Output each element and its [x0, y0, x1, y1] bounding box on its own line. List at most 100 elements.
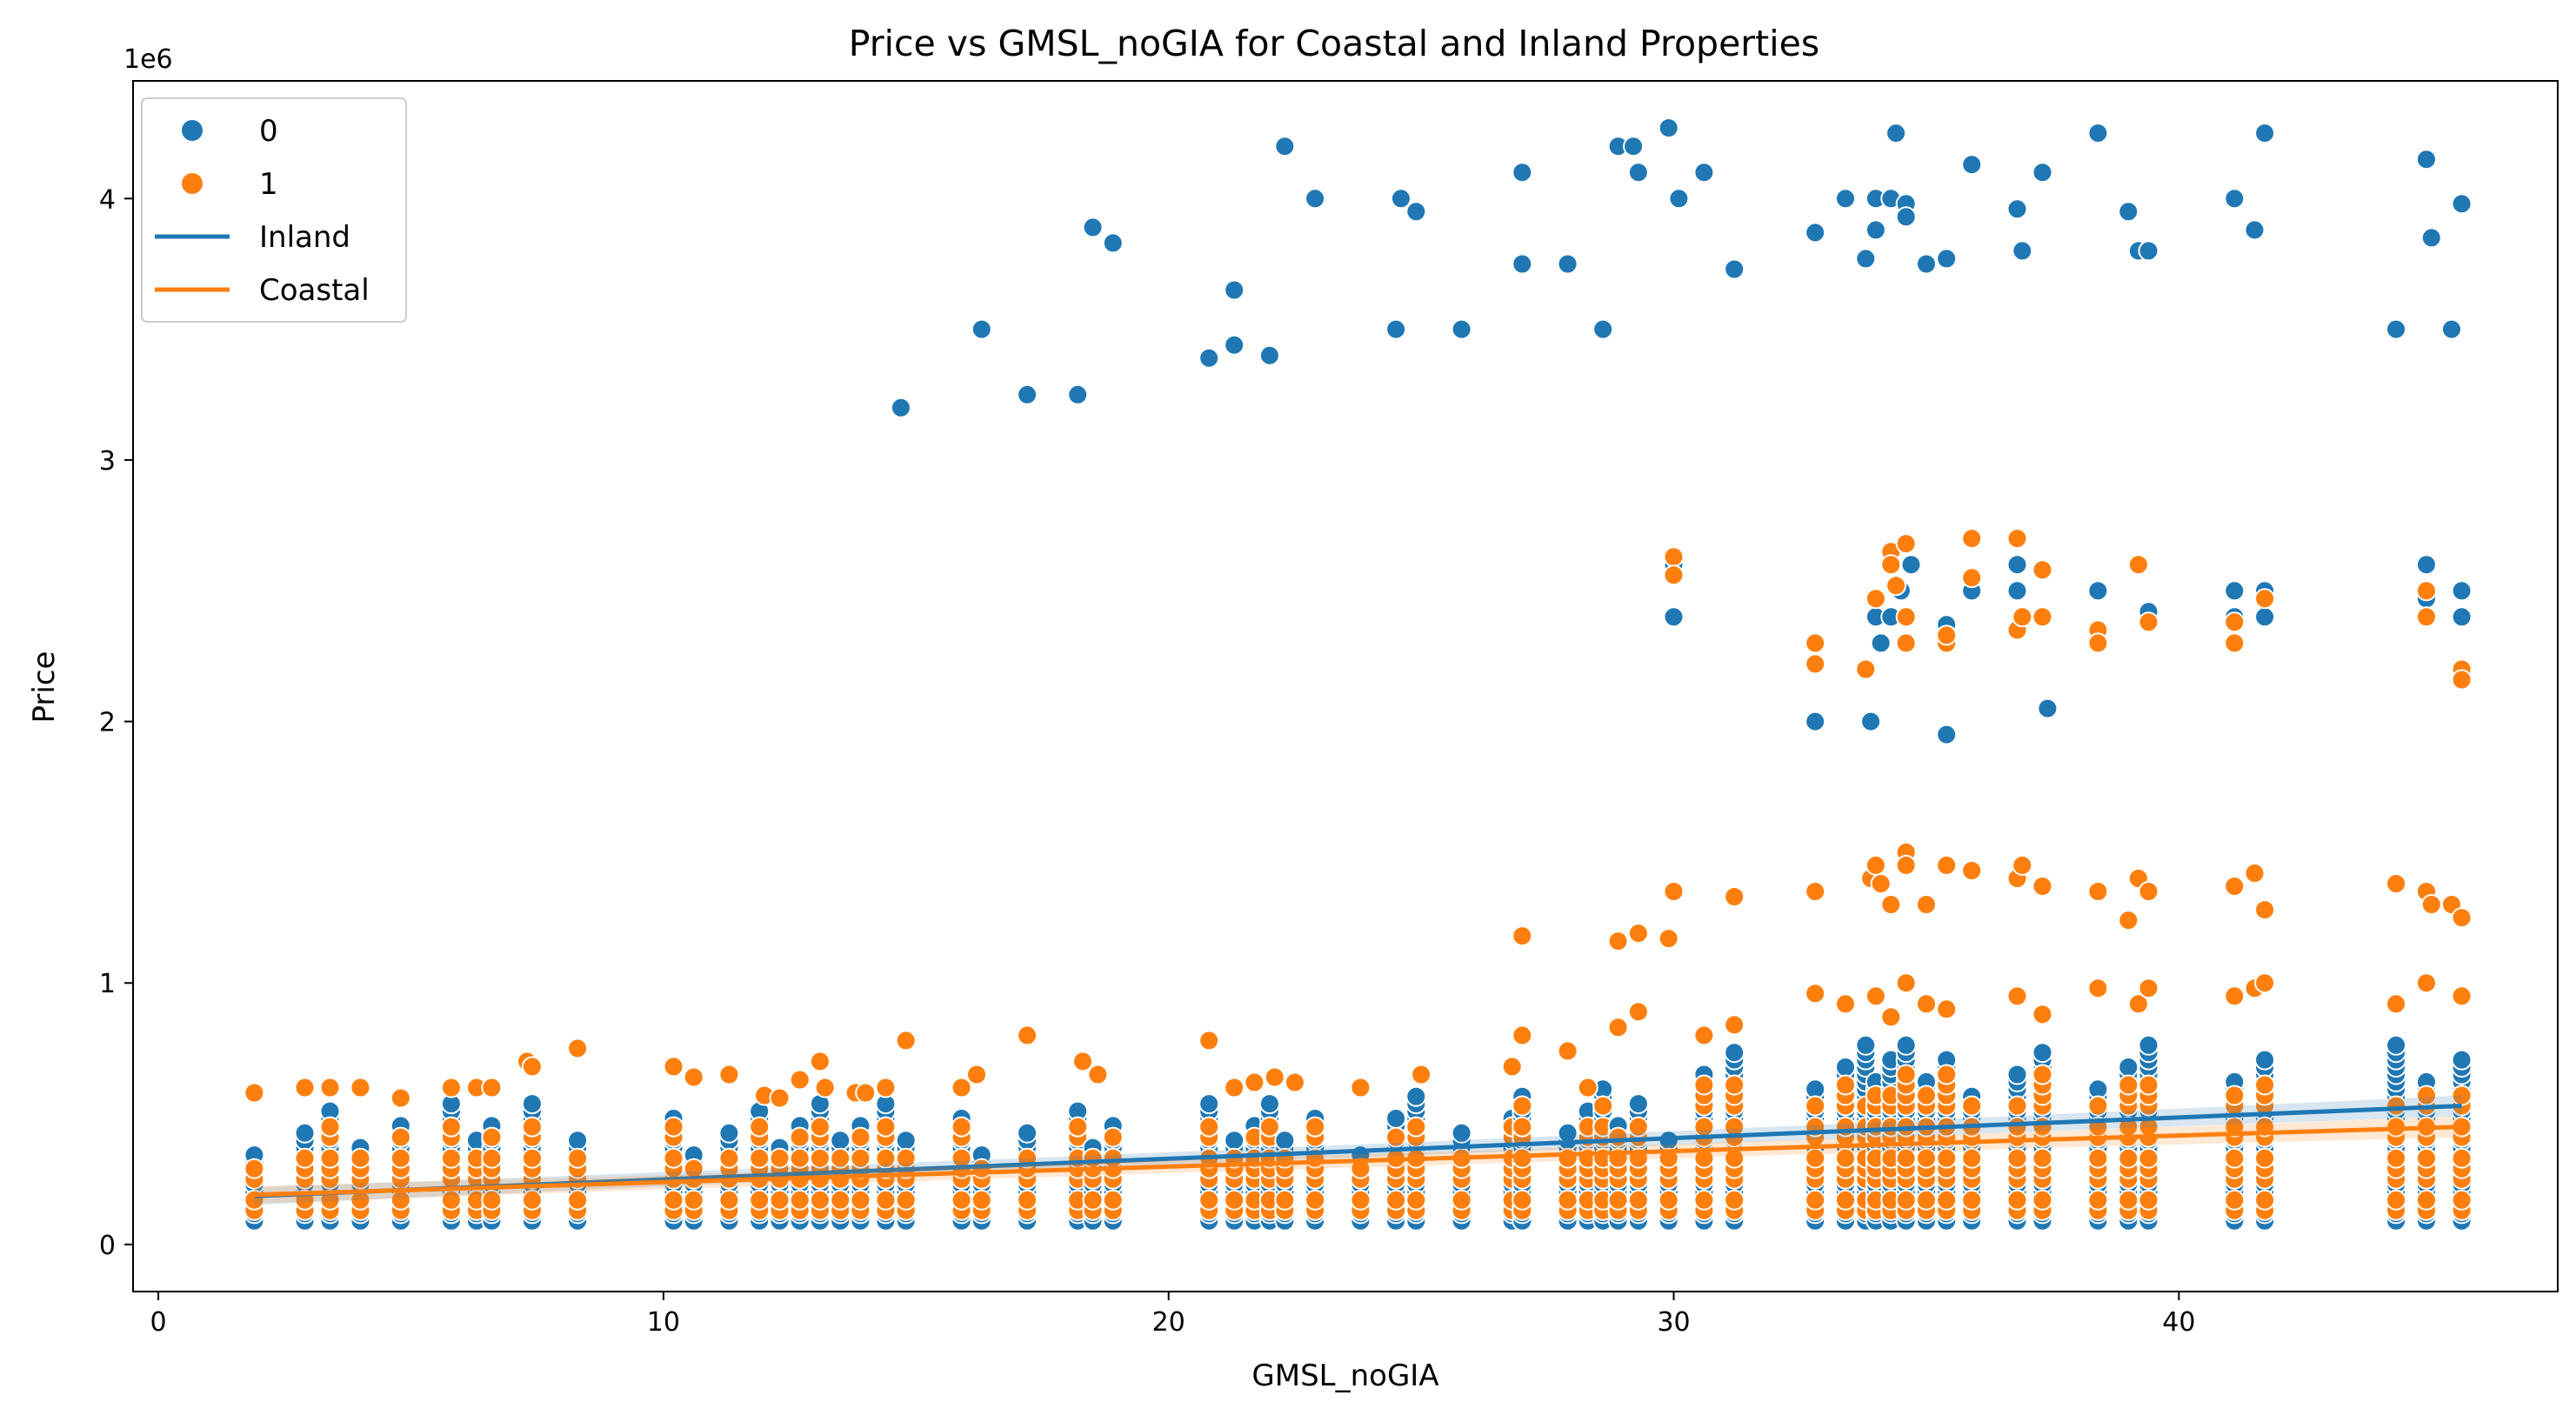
point-inland [1274, 1130, 1296, 1152]
point-coastal [2386, 873, 2407, 894]
point-coastal [481, 1147, 503, 1169]
point-coastal [1724, 1189, 1745, 1211]
point-inland [2420, 227, 2442, 249]
point-inland [1017, 384, 1038, 405]
point-inland [2254, 1049, 2276, 1071]
point-coastal [2386, 1147, 2407, 1169]
point-coastal [390, 1126, 411, 1148]
point-coastal [850, 1189, 871, 1211]
point-coastal [1855, 658, 1877, 680]
point-coastal [481, 1126, 503, 1148]
point-coastal [521, 1147, 543, 1169]
point-coastal [1961, 528, 1983, 550]
point-coastal [2386, 993, 2407, 1015]
point-coastal [521, 1056, 543, 1078]
point-inland [1224, 1130, 1245, 1152]
point-inland [2224, 188, 2246, 210]
point-coastal [809, 1147, 831, 1169]
point-coastal [2386, 1189, 2407, 1211]
point-coastal [2087, 978, 2109, 999]
point-coastal [1936, 1189, 1958, 1211]
point-inland [718, 1122, 740, 1144]
legend-label: 1 [259, 167, 278, 202]
point-inland [1658, 117, 1679, 139]
point-coastal [2118, 1189, 2139, 1211]
point-inland [2012, 240, 2033, 262]
point-coastal [2087, 881, 2109, 902]
point-coastal [1072, 1051, 1093, 1072]
point-inland [1835, 188, 1856, 210]
point-coastal [2012, 854, 2033, 876]
y-tick-label: 3 [99, 446, 116, 477]
point-coastal [830, 1189, 851, 1211]
point-coastal [789, 1126, 811, 1148]
point-inland [971, 318, 992, 340]
point-coastal [521, 1116, 543, 1138]
point-inland [1724, 1042, 1745, 1064]
point-coastal [1880, 894, 1902, 915]
point-coastal [2032, 1004, 2053, 1025]
point-coastal [244, 1082, 265, 1104]
y-tick-label: 1 [99, 969, 116, 999]
point-coastal [1102, 1189, 1124, 1211]
y-offset-text: 1e6 [123, 44, 173, 75]
legend-label: Inland [259, 220, 350, 255]
point-coastal [2451, 1189, 2473, 1211]
point-coastal [294, 1147, 316, 1169]
point-coastal [1198, 1116, 1220, 1138]
point-coastal [1936, 854, 1958, 876]
point-inland [1224, 334, 1245, 356]
point-inland [2386, 1034, 2407, 1056]
point-inland [1067, 384, 1089, 405]
point-coastal [2087, 1147, 2109, 1169]
point-inland [1258, 1093, 1280, 1115]
point-coastal [1835, 1147, 1856, 1169]
point-coastal [2118, 1147, 2139, 1169]
point-coastal [2451, 1085, 2473, 1106]
point-coastal [1087, 1064, 1109, 1085]
point-coastal [1895, 632, 1917, 654]
point-inland [2006, 554, 2028, 576]
point-inland [895, 1130, 917, 1152]
point-coastal [1936, 998, 1958, 1020]
point-coastal [1865, 854, 1886, 876]
point-inland [1451, 318, 1472, 340]
point-inland [830, 1130, 851, 1152]
point-coastal [1627, 1116, 1649, 1138]
point-inland [2087, 123, 2109, 144]
point-inland [1198, 347, 1220, 369]
point-coastal [521, 1189, 543, 1211]
point-coastal [1724, 1074, 1745, 1096]
point-inland [2416, 149, 2437, 170]
point-coastal [2138, 978, 2159, 999]
point-coastal [1411, 1064, 1432, 1085]
point-coastal [1805, 881, 1826, 902]
point-inland [2032, 1042, 2053, 1064]
point-coastal [663, 1147, 684, 1169]
point-coastal [1835, 1074, 1856, 1096]
point-coastal [1627, 923, 1649, 945]
point-coastal [1385, 1189, 1407, 1211]
point-coastal [350, 1077, 371, 1098]
point-coastal [567, 1038, 589, 1059]
point-coastal [2224, 1147, 2246, 1169]
point-coastal [2118, 910, 2139, 931]
point-coastal [2420, 894, 2442, 915]
point-coastal [971, 1189, 992, 1211]
point-inland [2006, 580, 2028, 602]
point-coastal [1961, 860, 1983, 881]
point-coastal [1501, 1056, 1523, 1078]
point-coastal [390, 1087, 411, 1109]
point-coastal [2416, 580, 2437, 602]
point-coastal [2032, 559, 2053, 581]
point-coastal [1512, 925, 1533, 947]
legend: 0 1 Inland Coastal [141, 97, 407, 323]
point-inland [2138, 240, 2159, 262]
point-coastal [294, 1077, 316, 1098]
point-inland [2416, 554, 2437, 576]
point-inland [567, 1130, 589, 1152]
legend-marker [180, 118, 204, 143]
point-coastal [1512, 1189, 1533, 1211]
axes-frame [132, 80, 2559, 1292]
